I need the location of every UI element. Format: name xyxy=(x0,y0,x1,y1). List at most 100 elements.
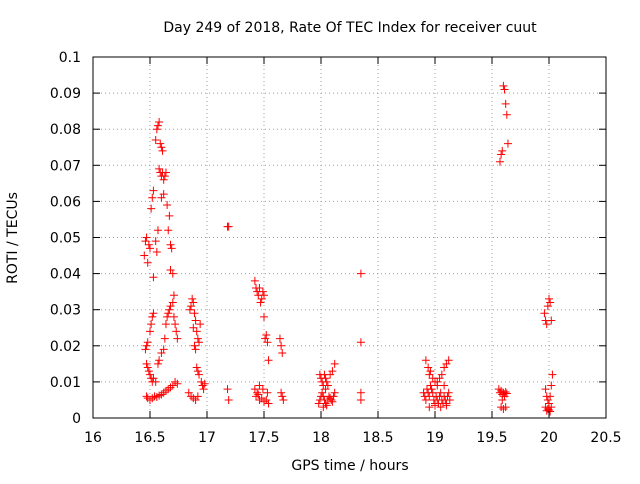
data-point xyxy=(173,334,182,343)
data-point xyxy=(262,395,271,404)
data-point xyxy=(263,388,272,397)
data-point xyxy=(260,397,268,406)
data-point xyxy=(150,392,159,401)
data-point xyxy=(501,99,510,108)
y-axis-label: ROTI / TECUs xyxy=(5,192,21,284)
data-point xyxy=(444,388,453,397)
data-point xyxy=(192,327,201,336)
data-point xyxy=(151,136,160,145)
data-point xyxy=(189,298,198,307)
data-point xyxy=(143,258,152,267)
data-point xyxy=(543,302,552,311)
data-point xyxy=(428,388,437,397)
data-point xyxy=(142,233,151,242)
data-point xyxy=(499,404,508,413)
data-point xyxy=(157,193,166,202)
data-point xyxy=(546,298,555,307)
data-point xyxy=(153,359,162,368)
data-point xyxy=(330,359,339,368)
data-point xyxy=(189,394,198,403)
data-point xyxy=(278,349,287,358)
data-point xyxy=(547,403,556,412)
data-point xyxy=(435,374,444,383)
data-point xyxy=(427,385,436,394)
data-point xyxy=(163,312,172,321)
data-point xyxy=(257,294,266,303)
y-tick-label: 0.05 xyxy=(50,231,81,247)
data-point xyxy=(548,370,557,379)
data-point xyxy=(147,320,156,329)
data-point xyxy=(546,407,555,416)
data-point xyxy=(542,320,551,329)
data-point xyxy=(224,222,233,231)
data-point xyxy=(199,385,208,394)
data-point xyxy=(356,338,365,347)
data-point xyxy=(155,164,164,173)
data-point xyxy=(159,345,168,354)
data-point xyxy=(193,367,202,376)
data-point xyxy=(168,269,177,278)
data-point xyxy=(321,399,330,408)
data-point xyxy=(146,395,154,404)
data-point xyxy=(190,341,199,350)
data-point xyxy=(258,287,267,296)
y-tick-label: 0.1 xyxy=(59,50,81,66)
y-tick-label: 0.02 xyxy=(50,339,81,355)
data-point xyxy=(425,403,434,412)
data-point xyxy=(440,363,449,372)
data-point xyxy=(424,363,433,372)
y-tick-label: 0 xyxy=(72,411,81,427)
data-point xyxy=(256,298,265,307)
data-point xyxy=(326,370,335,379)
y-tick-label: 0.06 xyxy=(50,194,81,210)
data-point xyxy=(223,385,232,394)
data-point xyxy=(141,237,150,246)
data-point xyxy=(165,211,174,220)
data-point xyxy=(148,312,157,321)
data-point xyxy=(541,385,550,394)
data-point xyxy=(314,399,323,408)
data-point xyxy=(187,392,196,401)
data-point xyxy=(356,395,365,404)
data-point xyxy=(322,401,331,410)
data-point xyxy=(326,394,335,403)
data-point xyxy=(149,309,158,318)
x-axis-label: GPS time / hours xyxy=(291,458,408,474)
data-point xyxy=(356,388,365,397)
data-point xyxy=(157,143,166,152)
data-point xyxy=(436,403,445,412)
data-point xyxy=(263,338,272,347)
x-tick-label: 17 xyxy=(198,430,216,446)
data-point xyxy=(277,341,286,350)
data-point xyxy=(328,367,337,376)
x-tick-label: 16.5 xyxy=(134,430,165,446)
y-tick-label: 0.08 xyxy=(50,122,81,138)
data-point xyxy=(327,395,336,404)
data-point xyxy=(159,190,168,199)
data-point xyxy=(140,251,149,260)
data-point xyxy=(494,385,503,394)
data-point xyxy=(356,269,365,278)
y-tick-label: 0.09 xyxy=(50,86,81,102)
data-point xyxy=(253,388,262,397)
data-point xyxy=(257,394,266,403)
data-point xyxy=(172,327,181,336)
data-point xyxy=(442,359,451,368)
data-point xyxy=(321,385,330,394)
data-point xyxy=(156,139,165,148)
data-point xyxy=(426,381,435,390)
data-point xyxy=(191,345,200,354)
data-point xyxy=(499,81,508,90)
data-point xyxy=(328,397,337,406)
data-point xyxy=(499,388,508,397)
data-point xyxy=(261,334,270,343)
data-point xyxy=(437,370,446,379)
data-point xyxy=(157,349,166,358)
data-point xyxy=(254,390,263,399)
data-point xyxy=(277,388,286,397)
data-point xyxy=(501,403,510,412)
data-point xyxy=(497,150,506,159)
data-point xyxy=(255,381,264,390)
data-point xyxy=(144,367,153,376)
